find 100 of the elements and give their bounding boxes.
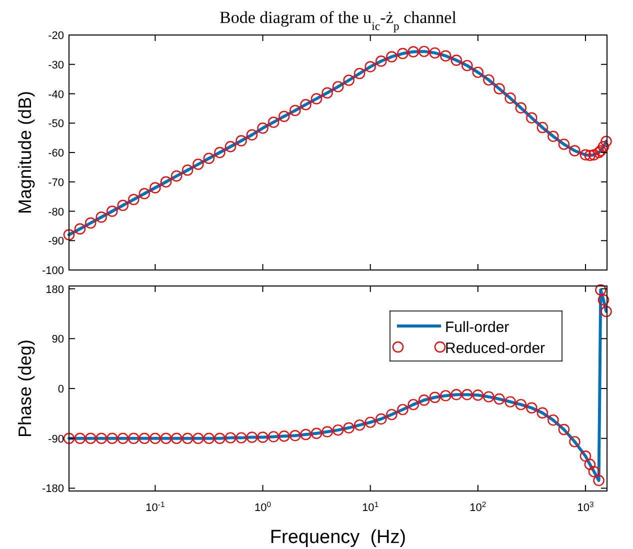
point <box>63 229 75 240</box>
point <box>515 102 527 114</box>
point <box>138 188 150 200</box>
point <box>408 46 419 58</box>
point <box>192 158 204 170</box>
point <box>170 170 182 182</box>
point <box>203 152 215 164</box>
point <box>300 428 312 440</box>
point <box>117 432 129 444</box>
point <box>397 404 408 416</box>
point <box>192 432 204 444</box>
point <box>354 68 366 80</box>
x-tick-label: 10$^{0}$ <box>254 500 272 514</box>
point <box>214 432 226 444</box>
point <box>408 398 419 410</box>
point <box>160 432 172 444</box>
point <box>397 48 408 60</box>
point <box>322 87 333 98</box>
point <box>494 83 505 94</box>
point <box>310 428 322 439</box>
point <box>170 432 182 444</box>
point <box>440 390 452 402</box>
point <box>450 388 462 400</box>
legend-label: Full-order <box>445 319 510 336</box>
y-tick-label: -20 <box>48 30 64 42</box>
point <box>462 388 473 400</box>
point <box>290 430 301 442</box>
y-axis-title: Magnitude (dB) <box>15 90 35 214</box>
point <box>332 424 344 436</box>
point <box>472 66 484 78</box>
point <box>580 450 592 462</box>
point <box>526 402 538 414</box>
point <box>246 432 258 443</box>
point <box>376 56 387 67</box>
chart-title: Bode diagram of the u$_{ic}$-ż$_{p}$ channel <box>220 8 457 33</box>
y-tick-label: 0 <box>58 384 64 396</box>
point <box>483 391 494 402</box>
point <box>224 432 236 444</box>
y-tick-label: -60 <box>48 148 64 160</box>
point <box>504 92 516 104</box>
point <box>257 432 268 443</box>
y-tick-label: 180 <box>46 284 64 296</box>
point <box>236 135 247 146</box>
y-tick-label: -180 <box>42 483 64 496</box>
point <box>483 74 494 86</box>
point <box>246 129 258 140</box>
y-tick-label: 90 <box>52 334 64 346</box>
point <box>214 146 226 158</box>
point <box>364 416 376 428</box>
point <box>106 432 118 444</box>
point <box>74 432 86 444</box>
point <box>472 390 484 401</box>
point <box>580 149 592 160</box>
point <box>150 182 161 194</box>
point <box>462 60 473 72</box>
point <box>278 110 290 122</box>
point <box>85 217 96 229</box>
y-tick-label: -40 <box>48 88 64 101</box>
point <box>548 130 559 142</box>
point <box>138 432 150 444</box>
point <box>106 206 118 217</box>
point <box>450 54 462 66</box>
y-tick-label: -50 <box>48 118 64 130</box>
point <box>386 51 398 62</box>
y-tick-label: -90 <box>48 433 64 446</box>
point <box>74 223 86 234</box>
x-tick-label: 10$^{1}$ <box>362 500 379 514</box>
point <box>418 46 430 58</box>
point <box>96 432 107 444</box>
y-axis-title: Phase (deg) <box>15 339 35 438</box>
legend-label: Reduced-order <box>445 340 546 357</box>
point <box>386 408 398 420</box>
point <box>322 426 333 438</box>
point <box>182 164 194 176</box>
point <box>515 398 527 410</box>
point <box>128 194 140 206</box>
point <box>96 212 107 223</box>
point <box>85 432 96 444</box>
point <box>343 74 354 86</box>
point <box>160 176 172 188</box>
point <box>354 419 366 431</box>
y-tick-label: -70 <box>48 176 64 189</box>
y-tick-label: -100 <box>42 265 64 277</box>
point <box>526 112 538 124</box>
point <box>290 104 301 116</box>
point <box>364 61 376 72</box>
point <box>558 138 570 150</box>
x-tick-label: 10$^{3}$ <box>577 500 594 514</box>
point <box>494 393 505 405</box>
point <box>63 432 75 444</box>
point <box>278 430 290 442</box>
x-tick-label: 10$^{-1}$ <box>146 500 165 514</box>
point <box>332 81 344 92</box>
point <box>203 432 215 444</box>
point <box>300 99 312 110</box>
point <box>440 50 452 62</box>
point <box>558 424 570 436</box>
point <box>268 116 280 128</box>
point <box>257 122 268 134</box>
point <box>569 436 580 448</box>
